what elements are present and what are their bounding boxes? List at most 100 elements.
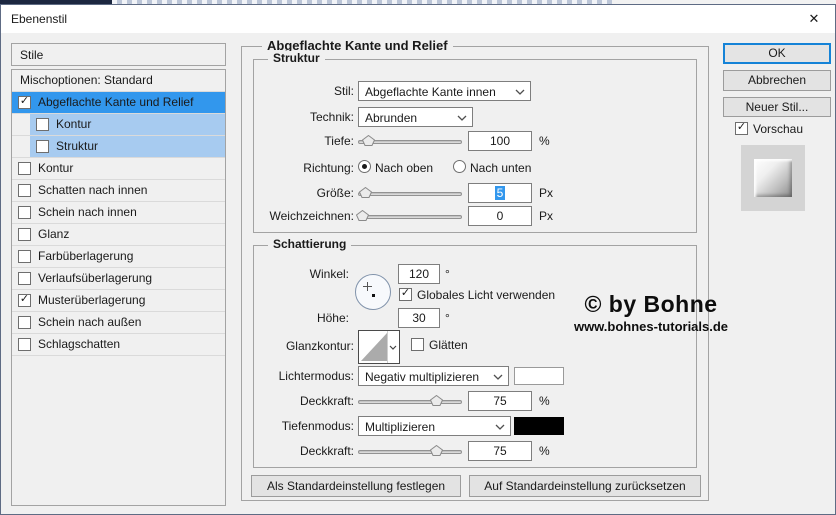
style-preview-panel — [741, 145, 805, 211]
checkbox-unchecked[interactable] — [36, 140, 49, 153]
list-item-bevel-emboss[interactable]: ✓ Abgeflachte Kante und Relief — [12, 92, 225, 114]
list-item-outer-glow[interactable]: Schein nach außen — [12, 312, 225, 334]
list-item-stroke[interactable]: Kontur — [12, 158, 225, 180]
global-light-checkbox[interactable]: ✓ — [399, 287, 412, 301]
depth-unit: % — [539, 134, 550, 148]
chevron-down-icon — [457, 115, 467, 121]
shadow-opacity-label: Deckkraft: — [299, 444, 354, 458]
direction-up-radio[interactable] — [358, 160, 371, 173]
direction-up-label[interactable]: Nach oben — [375, 161, 434, 175]
angle-input[interactable]: 120 — [398, 264, 440, 284]
bevel-preview-thumbnail — [754, 159, 792, 197]
list-item-inner-shadow[interactable]: Schatten nach innen — [12, 180, 225, 202]
watermark-url: www.bohnes-tutorials.de — [573, 319, 729, 334]
list-item-contour[interactable]: Kontur — [12, 114, 225, 136]
list-item-inner-glow[interactable]: Schein nach innen — [12, 202, 225, 224]
shadow-opacity-input[interactable]: 75 — [468, 441, 532, 461]
highlight-color-swatch[interactable] — [514, 367, 564, 385]
styles-header[interactable]: Stile — [11, 43, 226, 66]
checkbox-unchecked[interactable] — [18, 272, 31, 285]
watermark-title: © by Bohne — [584, 291, 718, 317]
highlight-opacity-unit: % — [539, 394, 550, 408]
list-item-drop-shadow[interactable]: Schlagschatten — [12, 334, 225, 356]
shadow-opacity-slider-track[interactable] — [358, 450, 462, 454]
structure-group: Struktur — [253, 51, 697, 233]
gloss-contour-picker[interactable] — [358, 330, 400, 364]
cancel-button[interactable]: Abbrechen — [723, 70, 831, 91]
checkbox-unchecked[interactable] — [18, 228, 31, 241]
direction-down-radio[interactable] — [453, 160, 466, 173]
list-item-satin[interactable]: Glanz — [12, 224, 225, 246]
depth-slider-thumb[interactable] — [362, 135, 375, 146]
checkbox-unchecked[interactable] — [18, 206, 31, 219]
shadow-opacity-unit: % — [539, 444, 550, 458]
shadow-color-swatch[interactable] — [514, 417, 564, 435]
soften-unit: Px — [539, 209, 554, 223]
checkbox-checked[interactable]: ✓ — [18, 293, 31, 307]
size-unit: Px — [539, 186, 554, 200]
depth-input[interactable]: 100 — [468, 131, 532, 151]
style-dropdown[interactable]: Abgeflachte Kante innen — [358, 81, 531, 101]
angle-point — [372, 294, 375, 297]
size-slider-thumb[interactable] — [359, 187, 372, 198]
new-style-button[interactable]: Neuer Stil... — [723, 97, 831, 117]
soften-slider-thumb[interactable] — [356, 210, 369, 221]
technique-label: Technik: — [309, 110, 354, 124]
size-input-selected-text: 5 — [494, 186, 506, 200]
title-bar: Ebenenstil ✕ — [1, 5, 835, 33]
set-default-button[interactable]: Als Standardeinstellung festlegen — [251, 475, 461, 497]
panel-title: Abgeflachte Kante und Relief — [262, 38, 453, 53]
checkbox-checked[interactable]: ✓ — [18, 95, 31, 109]
list-item-pattern-overlay[interactable]: ✓ Musterüberlagerung — [12, 290, 225, 312]
desktop-strip-light — [612, 0, 836, 4]
shadow-opacity-slider-thumb[interactable] — [430, 445, 443, 456]
altitude-input[interactable]: 30 — [398, 308, 440, 328]
highlight-opacity-label: Deckkraft: — [299, 394, 354, 408]
ok-button[interactable]: OK — [723, 43, 831, 64]
chevron-down-icon — [493, 374, 503, 380]
size-label: Größe: — [316, 186, 354, 200]
angle-dial[interactable] — [355, 274, 391, 310]
chevron-down-icon — [495, 424, 505, 430]
list-item-gradient-overlay[interactable]: Verlaufsüberlagerung — [12, 268, 225, 290]
watermark: © by Bohne www.bohnes-tutorials.de — [551, 291, 751, 334]
shadow-mode-dropdown[interactable]: Multiplizieren — [358, 416, 511, 436]
reset-default-button[interactable]: Auf Standardeinstellung zurücksetzen — [469, 475, 701, 497]
technique-dropdown[interactable]: Abrunden — [358, 107, 473, 127]
anti-aliased-label[interactable]: Glätten — [429, 338, 468, 352]
contour-thumbnail-icon — [361, 333, 387, 361]
direction-down-label[interactable]: Nach unten — [470, 161, 532, 175]
global-light-label[interactable]: Globales Licht verwenden — [417, 288, 556, 302]
soften-slider-track[interactable] — [358, 215, 462, 219]
checkbox-unchecked[interactable] — [36, 118, 49, 131]
window-title: Ebenenstil — [11, 12, 68, 26]
shading-group-title: Schattierung — [268, 237, 352, 251]
direction-label: Richtung: — [303, 161, 354, 175]
list-item-blending-options[interactable]: Mischoptionen: Standard — [12, 70, 225, 92]
size-slider-track[interactable] — [358, 192, 462, 196]
highlight-opacity-slider-thumb[interactable] — [430, 395, 443, 406]
highlight-mode-label: Lichtermodus: — [278, 369, 354, 383]
soften-input[interactable]: 0 — [468, 206, 532, 226]
anti-aliased-checkbox[interactable] — [411, 338, 424, 351]
highlight-opacity-slider-track[interactable] — [358, 400, 462, 404]
checkbox-unchecked[interactable] — [18, 338, 31, 351]
size-input[interactable]: 5 — [468, 183, 532, 203]
list-item-color-overlay[interactable]: Farbüberlagerung — [12, 246, 225, 268]
chevron-down-icon — [389, 345, 397, 350]
structure-group-title: Struktur — [268, 51, 325, 65]
contour-dropdown-arrow[interactable] — [387, 331, 399, 363]
preview-label[interactable]: Vorschau — [753, 122, 804, 136]
list-item-texture[interactable]: Struktur — [12, 136, 225, 158]
preview-checkbox[interactable]: ✓ — [735, 121, 748, 135]
chevron-down-icon — [515, 89, 525, 95]
checkbox-unchecked[interactable] — [18, 184, 31, 197]
depth-slider-track[interactable] — [358, 140, 462, 144]
checkbox-unchecked[interactable] — [18, 316, 31, 329]
checkbox-unchecked[interactable] — [18, 250, 31, 263]
close-icon[interactable]: ✕ — [808, 11, 820, 26]
checkbox-unchecked[interactable] — [18, 162, 31, 175]
angle-label: Winkel: — [309, 267, 349, 281]
highlight-opacity-input[interactable]: 75 — [468, 391, 532, 411]
highlight-mode-dropdown[interactable]: Negativ multiplizieren — [358, 366, 509, 386]
